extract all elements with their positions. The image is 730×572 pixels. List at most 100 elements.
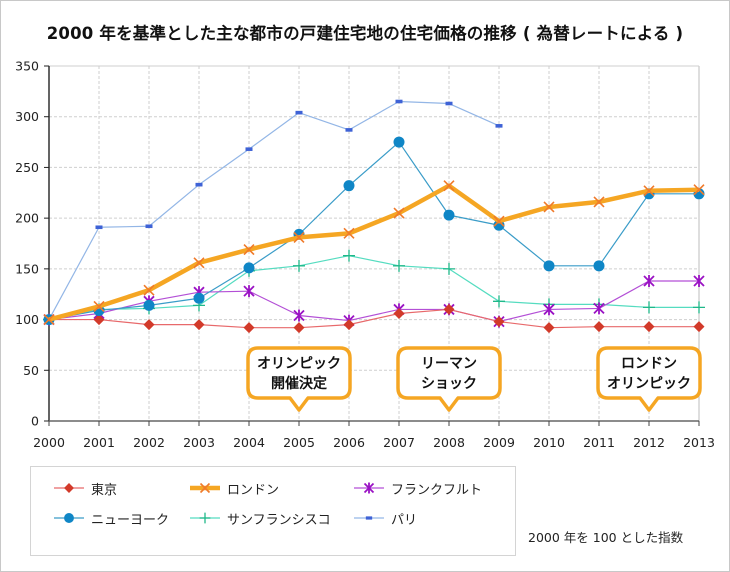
x-tick-label: 2012 — [633, 435, 665, 450]
callout-text: オリンピック — [257, 356, 341, 372]
data-point-newyork — [343, 180, 355, 192]
series-line-paris — [48, 100, 500, 320]
data-point-london — [493, 215, 505, 227]
data-point-tokyo — [243, 322, 255, 334]
x-tick-label: 2011 — [583, 435, 615, 450]
legend-swatch-frankfurt — [354, 482, 384, 494]
x-tick-label: 2005 — [283, 435, 315, 450]
series-newyork — [43, 136, 705, 326]
legend-item-london: ロンドン — [189, 478, 279, 498]
data-point-newyork — [393, 136, 405, 148]
legend-item-sanfrancisco: サンフランシスコ — [189, 508, 331, 528]
data-point-paris — [395, 99, 403, 104]
data-point-tokyo — [143, 319, 155, 331]
series-line-newyork — [48, 141, 699, 321]
data-point-paris — [295, 110, 303, 115]
legend-marker-london — [199, 482, 211, 494]
data-point-sanfrancisco — [643, 301, 655, 314]
legend-label: フランクフルト — [391, 482, 483, 498]
legend-marker-sanfrancisco — [199, 512, 211, 524]
data-point-paris — [195, 182, 203, 187]
data-point-newyork — [593, 260, 605, 272]
y-tick-label: 350 — [15, 59, 39, 74]
chart-title: 2000 年を基準とした主な都市の戸建住宅地の住宅価格の推移 ( 為替レートによ… — [46, 24, 684, 43]
x-tick-label: 2008 — [433, 435, 465, 450]
data-point-london — [343, 227, 355, 239]
data-point-newyork — [443, 209, 455, 221]
y-tick-label: 100 — [15, 312, 39, 327]
legend-label: サンフランシスコ — [227, 512, 331, 528]
series-sanfrancisco — [43, 249, 705, 326]
data-point-tokyo — [493, 316, 505, 328]
data-point-newyork — [193, 292, 205, 304]
data-point-paris — [95, 225, 103, 230]
legend: 東京 ロンドン フランクフルトニューヨーク サンフランシスコ パリ — [30, 466, 516, 556]
legend-label: ニューヨーク — [91, 512, 170, 528]
data-point-frankfurt — [243, 285, 255, 298]
data-point-london — [293, 231, 305, 243]
data-point-london — [443, 180, 455, 192]
data-point-tokyo — [93, 314, 105, 326]
data-point-tokyo — [293, 322, 305, 334]
series-line-tokyo — [49, 308, 699, 329]
data-point-london — [593, 196, 605, 208]
callout-bubble — [596, 346, 702, 412]
data-point-paris — [345, 128, 353, 132]
y-tick-label: 300 — [15, 109, 39, 124]
data-point-tokyo — [343, 319, 355, 331]
data-point-sanfrancisco — [493, 295, 505, 308]
series-line-london — [48, 183, 700, 322]
legend-marker-tokyo — [64, 483, 74, 493]
data-point-newyork — [243, 262, 255, 274]
callout-text: 開催決定 — [271, 375, 327, 392]
x-tick-label: 2003 — [183, 435, 215, 450]
series-line-sanfrancisco — [48, 255, 699, 321]
callout-text: オリンピック — [607, 376, 691, 392]
legend-item-newyork: ニューヨーク — [53, 508, 169, 528]
legend-label: 東京 — [91, 482, 118, 498]
x-tick-label: 2002 — [133, 435, 165, 450]
legend-swatch-newyork — [54, 513, 84, 523]
y-tick-label: 200 — [15, 211, 39, 226]
data-point-frankfurt — [293, 309, 305, 322]
data-point-frankfurt — [643, 275, 655, 288]
data-point-newyork — [543, 260, 555, 272]
data-point-london — [393, 207, 405, 219]
data-point-london — [43, 314, 55, 326]
data-point-sanfrancisco — [343, 249, 355, 262]
series-line-frankfurt — [48, 280, 699, 323]
callout-text: リーマン — [421, 356, 477, 372]
data-point-tokyo — [643, 321, 655, 333]
data-point-sanfrancisco — [293, 259, 305, 272]
y-tick-label: 0 — [31, 414, 39, 429]
data-point-tokyo — [193, 319, 205, 331]
data-point-sanfrancisco — [393, 259, 405, 272]
callout-bubble — [396, 346, 502, 412]
x-tick-label: 2006 — [333, 435, 365, 450]
data-point-newyork — [143, 299, 155, 311]
data-point-frankfurt — [693, 275, 705, 288]
footnote: 2000 年を 100 とした指数 — [528, 530, 684, 545]
plot-area: 0 50 100 150 200 250 300 350 2000 2001 2002 2003 200… — [15, 59, 715, 451]
data-point-tokyo — [543, 322, 555, 334]
data-point-tokyo — [693, 321, 705, 333]
data-point-paris — [245, 147, 253, 151]
x-tick-label: 2000 — [33, 435, 65, 450]
legend-swatch-paris — [354, 516, 384, 520]
legend-marker-frankfurt — [363, 482, 375, 494]
legend-marker-newyork — [64, 513, 74, 523]
data-point-london — [93, 300, 105, 312]
y-tick-label: 50 — [23, 363, 39, 378]
data-point-london — [693, 184, 705, 196]
legend-marker-paris — [365, 516, 373, 520]
x-tick-label: 2004 — [233, 435, 265, 450]
legend-item-tokyo: 東京 — [53, 478, 117, 498]
data-point-frankfurt — [593, 302, 605, 315]
legend-item-paris: パリ — [353, 508, 417, 528]
callout-text: ショック — [421, 376, 477, 392]
data-point-london — [543, 201, 555, 213]
callout-bubble — [246, 346, 352, 412]
x-tick-label: 2013 — [683, 435, 715, 450]
